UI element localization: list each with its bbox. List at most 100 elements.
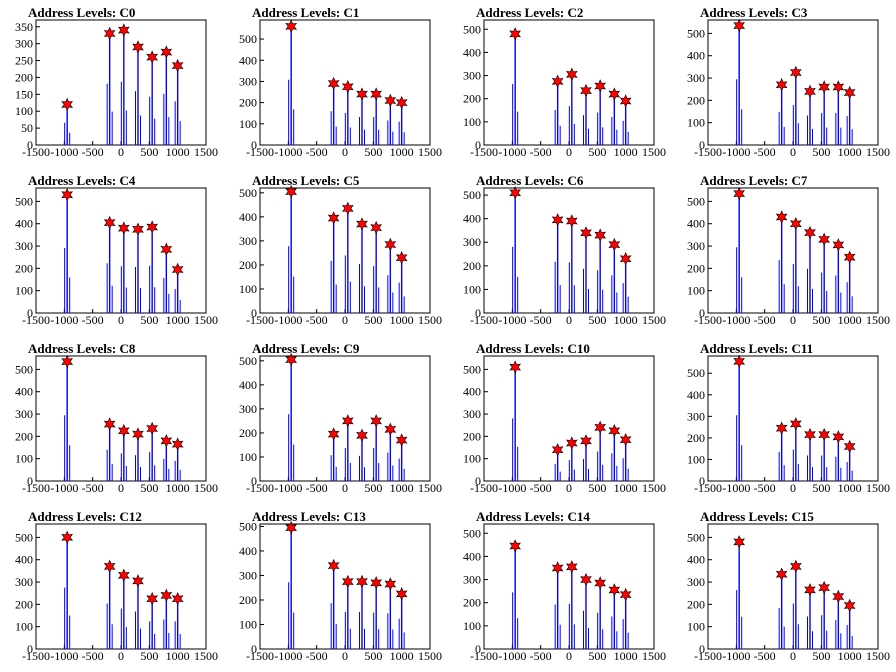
histogram-bar <box>512 418 514 481</box>
peak-marker <box>832 238 845 252</box>
chart-title: Address Levels: C2 <box>476 5 584 20</box>
histogram-bar <box>599 427 601 481</box>
peak-marker <box>117 221 130 235</box>
peak-marker <box>818 427 831 442</box>
peak-marker <box>619 432 632 447</box>
histogram-bar <box>64 122 66 145</box>
peak-marker <box>395 250 408 265</box>
y-tick-label: 200 <box>687 261 705 275</box>
peak-marker <box>818 580 831 595</box>
y-tick-label: 300 <box>239 74 257 88</box>
x-tick-label: 0 <box>790 145 796 159</box>
histogram-bar <box>335 284 337 313</box>
histogram-bar <box>851 635 853 649</box>
histogram-bar <box>512 246 514 313</box>
peak-marker <box>356 217 368 231</box>
histogram-bar <box>627 632 629 649</box>
histogram-bar <box>517 618 519 649</box>
peak-marker <box>818 232 831 247</box>
x-tick-label: 1500 <box>642 145 666 159</box>
histogram-bar <box>69 445 71 481</box>
histogram-bar <box>571 221 573 313</box>
x-tick-label: 1000 <box>838 145 862 159</box>
y-tick-label: 200 <box>239 426 257 440</box>
x-tick-label: -500 <box>82 649 104 663</box>
histogram-bar <box>389 244 392 313</box>
peak-marker <box>551 561 564 575</box>
histogram-bar <box>780 428 783 481</box>
y-tick-label: 0 <box>27 306 33 320</box>
x-tick-label: -1000 <box>722 145 750 159</box>
histogram-bar <box>738 541 740 649</box>
histogram-bar <box>821 455 823 481</box>
peak-marker <box>509 360 522 374</box>
y-tick-label: 500 <box>463 22 481 36</box>
peak-marker <box>146 220 159 234</box>
peak-marker <box>384 237 397 252</box>
y-tick-label: 200 <box>239 593 257 607</box>
peak-marker <box>341 79 354 94</box>
chart-svg: 0 100 200 300 400 500 -1500 -1000 -500 0 500 1000 15… <box>687 186 890 327</box>
histogram-bar <box>179 469 181 481</box>
y-tick-label: 200 <box>463 596 481 610</box>
peak-marker <box>608 424 621 438</box>
peak-marker <box>804 225 816 240</box>
histogram-bar <box>111 624 113 649</box>
histogram-bar <box>293 444 295 481</box>
histogram-bar <box>812 631 813 649</box>
peak-marker <box>356 87 368 101</box>
histogram-bar <box>611 116 613 145</box>
histogram-bar <box>364 628 365 649</box>
peak-marker <box>832 589 845 604</box>
y-tick-label: 0 <box>251 138 257 152</box>
histogram-bar <box>389 100 392 145</box>
peak-marker <box>608 237 621 252</box>
histogram-bar <box>583 268 584 313</box>
x-tick-label: -1500 <box>22 481 50 495</box>
x-tick-label: -500 <box>306 313 328 327</box>
histogram-bar <box>125 626 127 649</box>
y-tick-label: 500 <box>239 186 257 200</box>
histogram-bar <box>778 451 780 481</box>
histogram-bar <box>149 621 151 649</box>
peak-marker <box>160 45 173 59</box>
histogram-bar <box>795 72 797 145</box>
x-tick-label: 0 <box>566 649 572 663</box>
y-tick-label: 200 <box>687 597 705 611</box>
histogram-bar <box>826 127 828 145</box>
y-tick-label: 100 <box>687 116 705 130</box>
x-tick-label: 500 <box>140 313 158 327</box>
y-tick-label: 50 <box>21 121 33 135</box>
peak-marker <box>370 576 383 590</box>
x-tick-label: 500 <box>140 649 158 663</box>
histogram-bar <box>106 449 108 481</box>
peak-marker <box>580 572 592 587</box>
histogram-bar <box>168 293 170 313</box>
histogram-bar <box>347 420 349 481</box>
histogram-bar <box>514 545 516 649</box>
histogram-bar <box>568 262 570 313</box>
histogram-bar <box>154 465 156 481</box>
x-tick-label: -500 <box>754 313 776 327</box>
histogram-bar <box>403 296 405 313</box>
histogram-bar <box>588 468 589 481</box>
chart-svg: 0 100 200 300 400 500 -1500 -1000 -500 0 500 1000 15… <box>463 185 666 327</box>
histogram-bar <box>583 610 584 649</box>
histogram-bar <box>809 434 811 481</box>
peak-marker <box>132 40 144 54</box>
histogram-bar <box>332 434 335 481</box>
histogram-bar <box>846 462 848 481</box>
histogram-bar <box>809 589 811 649</box>
histogram-bar <box>568 603 570 649</box>
y-tick-label: 0 <box>27 642 33 656</box>
histogram-bar <box>288 246 290 313</box>
x-tick-label: 1500 <box>642 481 666 495</box>
histogram-bar <box>848 257 851 313</box>
histogram-bar <box>137 229 139 313</box>
y-tick-label: 300 <box>463 407 481 421</box>
histogram-bar <box>344 447 346 481</box>
histogram-bar <box>387 452 389 481</box>
histogram-bar <box>125 465 127 481</box>
histogram-bar <box>588 128 589 145</box>
histogram-bar <box>168 632 170 649</box>
